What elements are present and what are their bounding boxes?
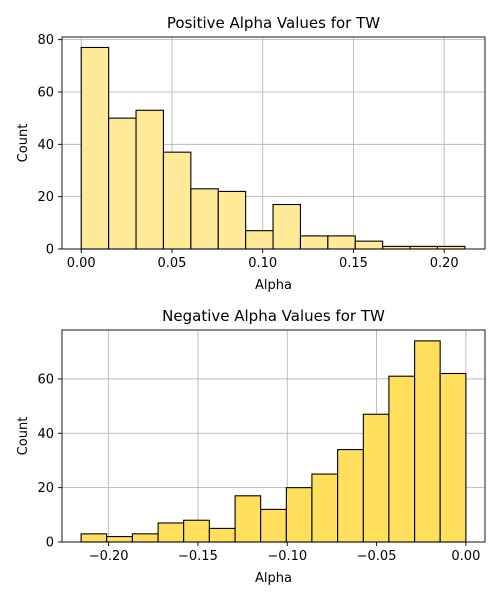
histogram-bar [131,533,159,543]
histogram-bar [217,190,247,250]
y-tick-label: 0 [46,243,54,258]
y-tick-label: 80 [37,33,54,48]
axes-frame [61,36,486,250]
histogram-bar [162,151,192,250]
bars [80,340,467,543]
x-axis-label: Alpha [255,571,292,586]
histogram-bar [260,508,287,543]
negative-alpha-chart: Negative Alpha Values for TW Alpha Count… [16,307,486,586]
y-tick-label: 0 [46,536,54,551]
y-tick-label: 40 [37,427,54,442]
x-tick-label: 0.10 [248,256,277,271]
histogram-bar [106,536,133,543]
histogram-bar [208,527,236,543]
x-tick-label: −0.20 [89,549,129,564]
y-axis-label: Count [16,124,31,163]
histogram-bar [245,230,274,250]
histogram-bar [190,188,219,250]
histogram-bar [272,203,301,250]
x-tick-label: 0.00 [451,549,480,564]
histogram-bar [337,449,364,543]
x-axis-label: Alpha [255,278,292,293]
histogram-bar [135,109,164,250]
y-tick-label: 60 [37,372,54,387]
y-tick-label: 20 [37,481,54,496]
histogram-bar [157,522,185,543]
histogram-bar [354,240,384,250]
histogram-bar [311,473,339,543]
chart-title: Negative Alpha Values for TW [162,307,385,325]
x-tick-label: −0.05 [357,549,397,564]
x-tick-label: 0.15 [339,256,368,271]
y-axis-label: Count [16,417,31,456]
x-tick-label: −0.10 [267,549,307,564]
histogram-bar [285,487,313,543]
histogram-bar [388,375,416,543]
x-tick-label: −0.15 [178,549,218,564]
axes-frame [61,329,486,543]
histogram-bar [183,519,210,543]
ticks: −0.20 −0.15 −0.10 −0.05 0.00 0 20 40 60 [37,372,480,564]
y-tick-label: 40 [37,138,54,153]
positive-alpha-chart: Positive Alpha Values for TW Alpha Count… [16,14,486,293]
x-tick-label: 0.00 [67,256,96,271]
ticks: 0.00 0.05 0.10 0.15 0.20 0 20 40 60 80 [37,33,458,271]
y-tick-label: 60 [37,85,54,100]
histogram-bar [439,372,467,543]
bars [80,46,466,250]
x-tick-label: 0.20 [430,256,459,271]
histogram-bar [80,533,108,543]
histogram-bar [80,46,110,250]
chart-title: Positive Alpha Values for TW [167,14,380,32]
histogram-bar [362,413,390,543]
histogram-bar [414,340,441,543]
histogram-bar [108,117,137,250]
histogram-bar [299,235,329,250]
y-tick-label: 20 [37,190,54,205]
histogram-bar [234,495,262,543]
histogram-bar [327,235,356,250]
x-tick-label: 0.05 [157,256,186,271]
